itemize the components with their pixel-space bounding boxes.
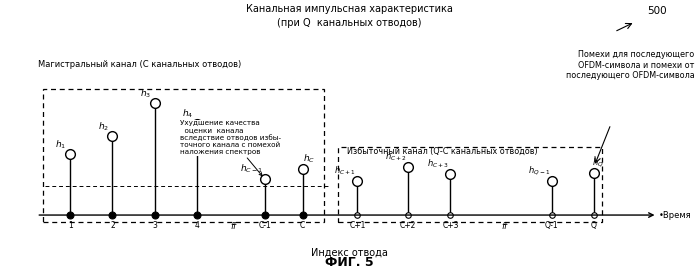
Text: Канальная импульсная характеристика: Канальная импульсная характеристика: [246, 4, 452, 14]
Text: $h_{C+1}$: $h_{C+1}$: [334, 165, 356, 178]
Text: ФИГ. 5: ФИГ. 5: [325, 256, 373, 269]
Text: $h_C$: $h_C$: [303, 153, 315, 165]
Text: 4: 4: [195, 221, 200, 230]
Text: C+3: C+3: [442, 221, 459, 230]
Text: Q-1: Q-1: [545, 221, 558, 230]
Text: $\mathit{ff}$: $\mathit{ff}$: [230, 220, 239, 231]
Text: C+1: C+1: [349, 221, 366, 230]
Text: 500: 500: [647, 6, 667, 16]
Bar: [43, 89, 324, 222]
Text: $h_{1}$: $h_{1}$: [55, 138, 66, 151]
Text: 3: 3: [152, 221, 157, 230]
Text: $\mathit{ff}$: $\mathit{ff}$: [501, 220, 510, 231]
Text: Индекс отвода: Индекс отвода: [311, 248, 387, 258]
Text: (при Q  канальных отводов): (при Q канальных отводов): [276, 18, 422, 28]
Text: C-1: C-1: [258, 221, 271, 230]
Text: $h_{C+2}$: $h_{C+2}$: [385, 150, 406, 163]
Text: Магистральный канал (С канальных отводов): Магистральный канал (С канальных отводов…: [38, 60, 242, 69]
Text: $h_Q$: $h_Q$: [593, 156, 604, 169]
Text: Q: Q: [591, 221, 597, 230]
Text: $h_{4}$: $h_{4}$: [182, 108, 193, 120]
Text: $h_{C+3}$: $h_{C+3}$: [426, 158, 449, 170]
Text: C: C: [300, 221, 305, 230]
Text: Помехи для последующего
OFDM-символа и помехи от
последующего OFDM-символа: Помехи для последующего OFDM-символа и п…: [566, 50, 695, 80]
Text: 2: 2: [110, 221, 114, 230]
Bar: [339, 147, 602, 222]
Text: $h_{2}$: $h_{2}$: [98, 120, 109, 133]
Text: Избыточный канал (Q-С канальных отводов): Избыточный канал (Q-С канальных отводов): [347, 147, 537, 156]
Text: 1: 1: [68, 221, 73, 230]
Text: $h_{C-1}$: $h_{C-1}$: [240, 162, 264, 175]
Text: Ухудшение качества
  оценки  канала
вследствие отводов избы-
точного канала с по: Ухудшение качества оценки канала вследст…: [180, 120, 281, 176]
Text: $h_{3}$: $h_{3}$: [140, 87, 151, 100]
Text: C+2: C+2: [400, 221, 416, 230]
Text: $h_{Q-1}$: $h_{Q-1}$: [528, 165, 550, 178]
Text: •Время: •Время: [658, 211, 691, 220]
